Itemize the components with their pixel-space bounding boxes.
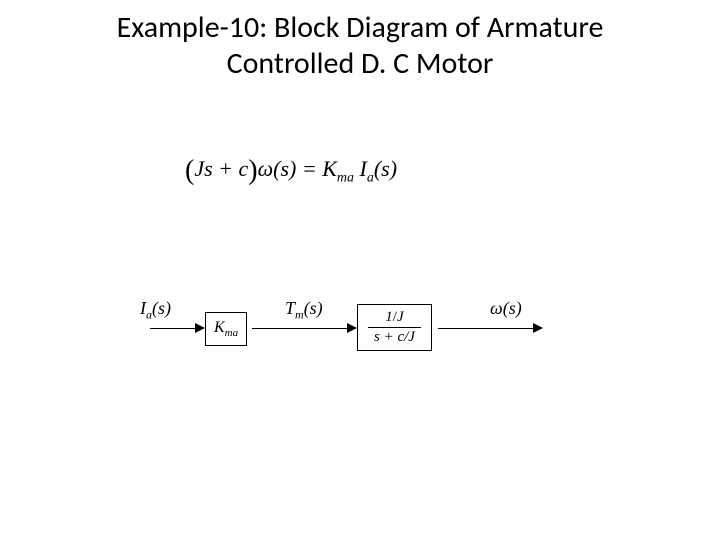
block-kma: Kma xyxy=(205,312,247,346)
mid-T-sub: m xyxy=(295,308,304,322)
arrow-1-line xyxy=(150,328,195,329)
title-line1: Example-10: Block Diagram of Armature xyxy=(117,9,604,46)
tf-denominator: s + c/J xyxy=(368,327,421,346)
eq-c: c xyxy=(239,156,249,181)
tf-numerator: 1/J xyxy=(379,309,409,327)
eq-omega: ω(s) xyxy=(258,156,297,181)
eq-rparen: ) xyxy=(248,155,257,186)
output-label: ω(s) xyxy=(490,298,522,319)
block1-K: K xyxy=(214,319,225,336)
tf-num-J: J xyxy=(397,309,404,325)
mid-T: T xyxy=(285,298,295,318)
arrow-2-line xyxy=(252,328,347,329)
arrow-1-head xyxy=(195,323,205,333)
eq-equals: = xyxy=(296,156,322,181)
page-title: Example-10: Block Diagram of Armature Co… xyxy=(0,0,720,82)
input-s: (s) xyxy=(152,298,171,318)
input-label: Ia(s) xyxy=(140,298,171,323)
eq-plus: + xyxy=(213,156,239,181)
eq-lparen: ( xyxy=(185,155,194,186)
eq-k-sub: ma xyxy=(337,170,354,185)
mid-s: (s) xyxy=(304,298,323,318)
eq-i-sub: a xyxy=(367,170,374,185)
eq-i-s: (s) xyxy=(374,156,397,181)
block-transfer-fn: 1/J s + c/J xyxy=(357,304,432,351)
arrow-3-line xyxy=(438,328,533,329)
title-line2: Controlled D. C Motor xyxy=(227,45,494,82)
eq-i: I xyxy=(354,156,367,181)
block-diagram: Ia(s) Kma Tm(s) 1/J s + c/J ω(s) xyxy=(140,290,580,370)
arrow-2-head xyxy=(347,323,357,333)
arrow-3-head xyxy=(533,323,543,333)
block1-sub: ma xyxy=(225,327,238,339)
eq-k: K xyxy=(322,156,337,181)
mid-label: Tm(s) xyxy=(285,298,323,323)
equation: (Js + c)ω(s) = Kma Ia(s) xyxy=(185,155,397,187)
tf-num-1: 1 xyxy=(385,309,393,325)
eq-js: Js xyxy=(194,156,212,181)
